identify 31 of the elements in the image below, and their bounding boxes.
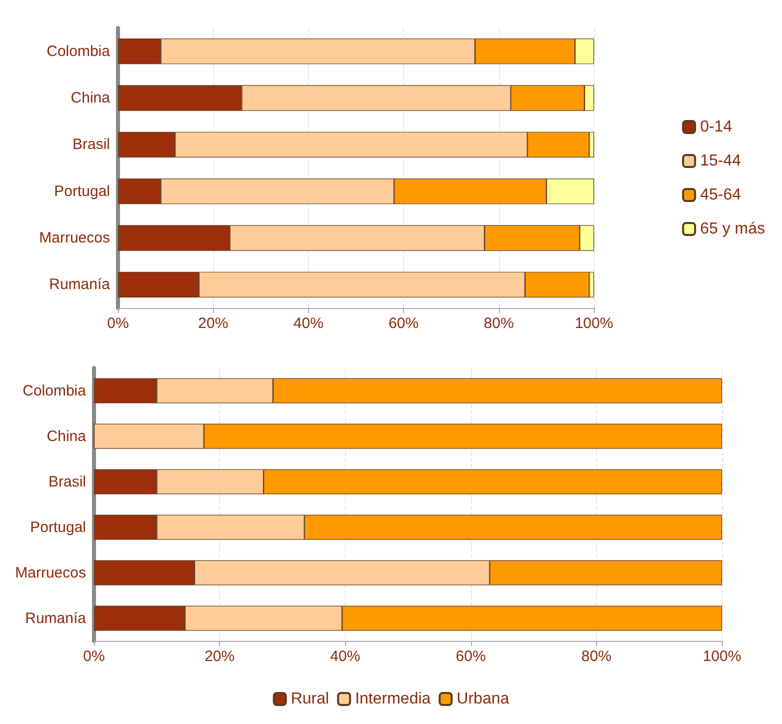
x-tick-label: 40% <box>293 315 324 332</box>
y-tick-label: China <box>46 428 87 445</box>
legend-label: 0-14 <box>700 118 732 136</box>
x-tick-label: 0% <box>107 315 129 332</box>
legend-label: 15-44 <box>700 152 742 170</box>
x-tick-label: 80% <box>484 315 514 332</box>
legend-label: Rural <box>290 690 330 708</box>
x-tick-label: 60% <box>456 648 486 665</box>
y-tick-label: Colombia <box>46 42 111 60</box>
x-tick-label: 40% <box>330 648 360 665</box>
y-tick-label: Rumanía <box>25 610 87 627</box>
legend-label: 45-64 <box>700 186 742 204</box>
y-tick-label: Rumanía <box>49 276 111 294</box>
legend-label: Intermedia <box>355 690 431 708</box>
legend-label: 65 y más <box>700 220 766 238</box>
y-tick-label: Portugal <box>30 518 86 536</box>
x-tick-label: 20% <box>204 648 235 665</box>
y-tick-label: Brasil <box>72 136 110 154</box>
x-tick-label: 60% <box>388 315 419 332</box>
y-tick-label: Colombia <box>22 382 87 400</box>
x-tick-label: 0% <box>83 648 105 665</box>
y-tick-label: Portugal <box>54 182 110 200</box>
x-tick-label: 80% <box>581 648 612 665</box>
y-tick-label: Marruecos <box>15 564 86 582</box>
x-tick-label: 100% <box>574 315 614 332</box>
x-tick-label: 100% <box>702 648 742 665</box>
x-tick-label: 20% <box>198 315 228 332</box>
legend-label: Urbana <box>456 690 510 708</box>
y-tick-label: Marruecos <box>39 230 110 246</box>
y-tick-label: China <box>70 90 111 106</box>
y-tick-label: Brasil <box>48 473 86 490</box>
